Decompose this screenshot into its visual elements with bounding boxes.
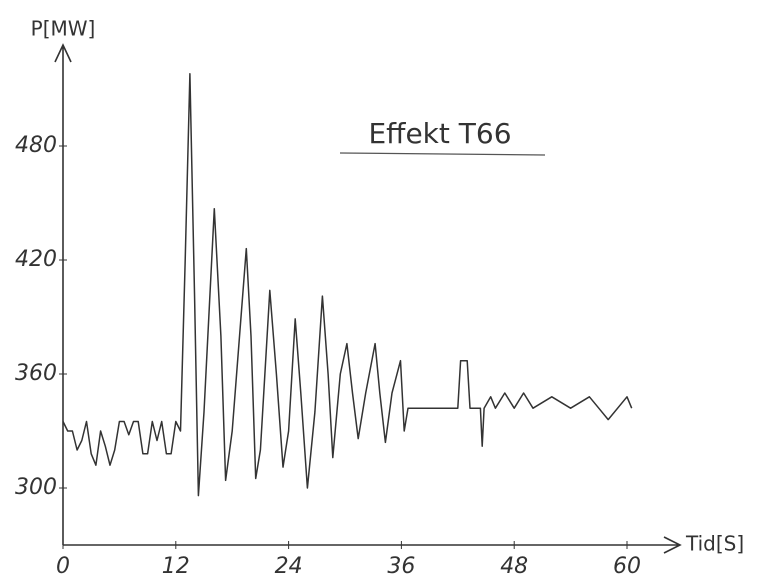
y-tick-label: 420 [15,247,57,272]
x-tick-label: 48 [500,554,528,578]
x-tick-label: 12 [162,554,190,578]
y-tick-label: 300 [15,475,57,500]
title-underline [339,152,546,156]
axes [54,43,682,554]
x-axis-label: Tid[S] [685,532,744,556]
y-tick-label: 360 [15,361,57,386]
x-tick-label: 0 [56,554,70,578]
line-series [62,73,633,497]
chart-title: Effekt T66 [368,117,511,150]
y-axis-label: P[MW] [31,17,96,41]
y-tick-label: 480 [15,133,57,158]
x-tick-label: 36 [387,554,415,578]
x-tick-label: 24 [275,554,303,578]
x-tick-label: 60 [613,554,641,578]
